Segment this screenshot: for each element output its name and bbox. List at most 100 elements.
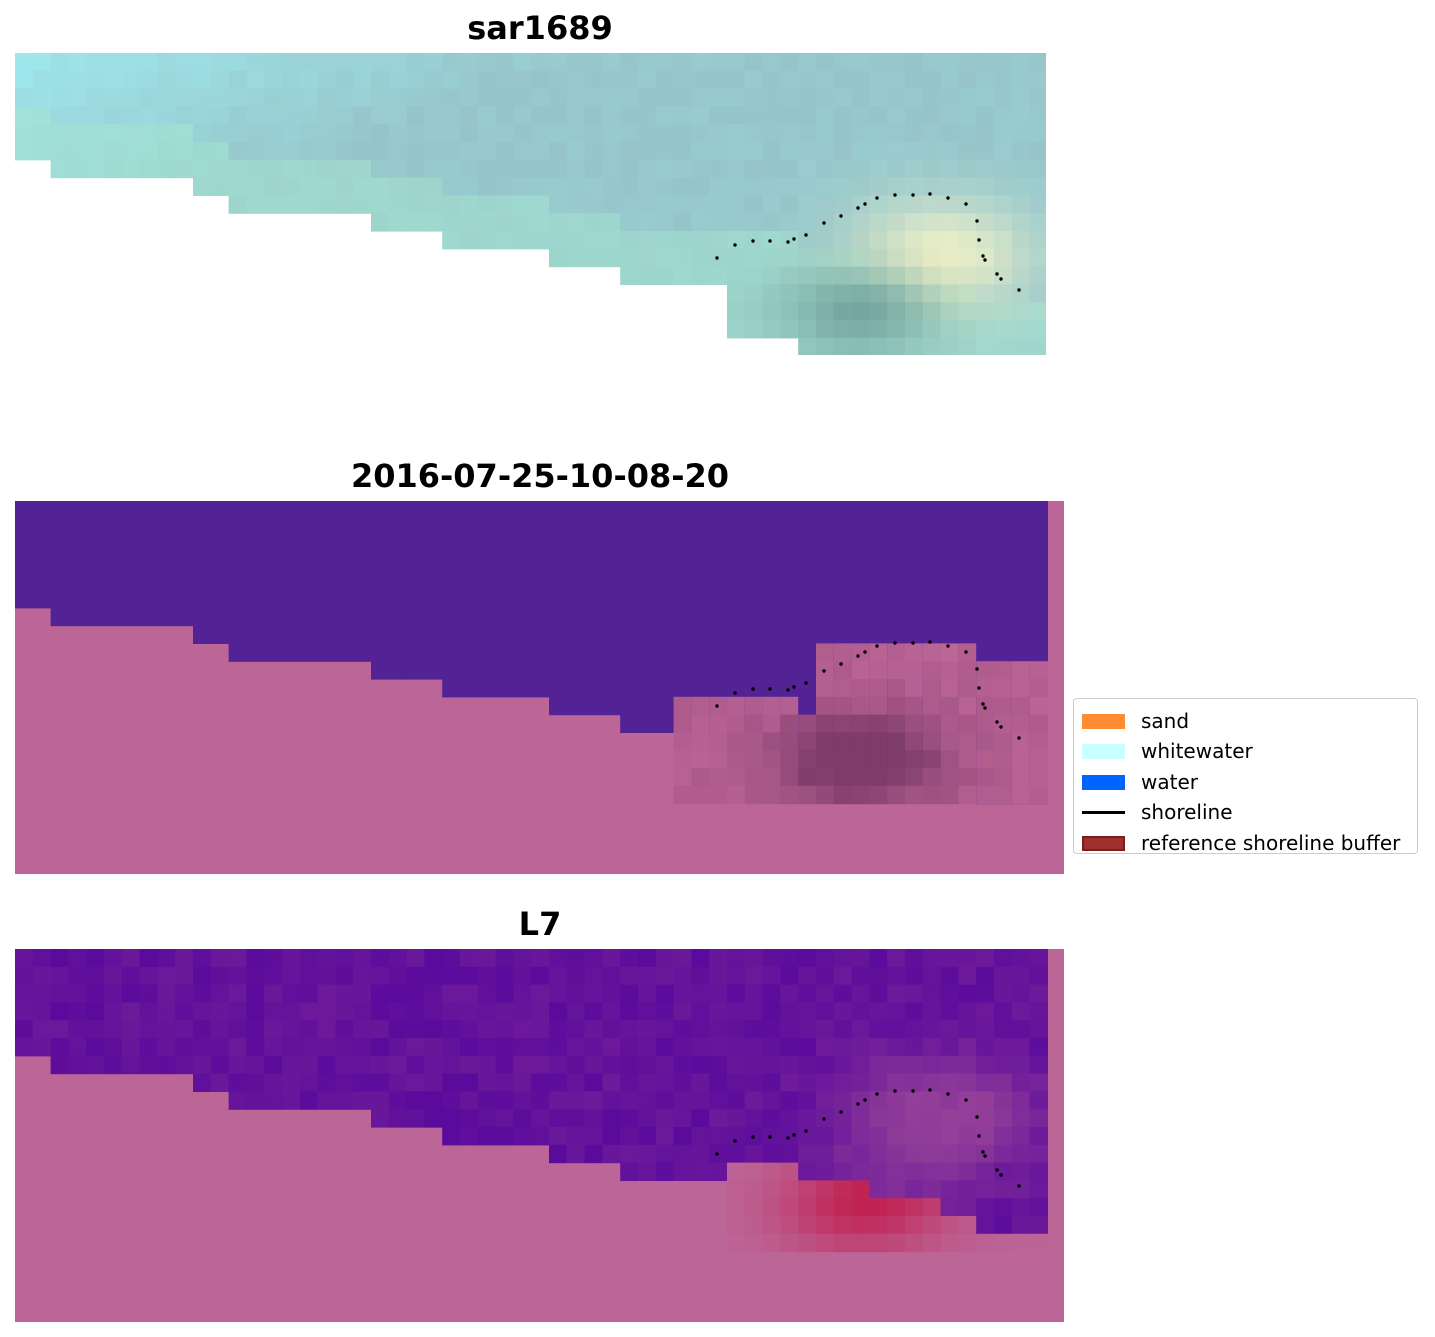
index-pixel <box>513 1038 532 1057</box>
image-pixel <box>210 124 230 143</box>
shoreline-point <box>983 1154 987 1158</box>
image-pixel <box>353 195 372 214</box>
image-pixel <box>905 88 924 107</box>
index-pixel <box>905 1180 924 1199</box>
index-pixel <box>691 1020 710 1039</box>
index-pixel <box>744 1216 764 1235</box>
image-pixel <box>851 266 870 285</box>
index-pixel <box>673 966 692 986</box>
image-pixel <box>371 88 390 107</box>
image-pixel <box>584 70 603 90</box>
sand-pixel <box>958 785 977 805</box>
image-pixel <box>175 106 194 125</box>
index-pixel <box>638 1127 657 1146</box>
index-pixel <box>104 966 123 986</box>
image-pixel <box>139 106 158 125</box>
index-pixel <box>477 949 497 968</box>
index-pixel <box>104 949 123 968</box>
image-pixel <box>976 106 995 125</box>
image-pixel <box>780 88 799 107</box>
sand-pixel <box>762 732 781 751</box>
index-pixel <box>335 966 354 986</box>
water-region <box>121 501 141 627</box>
index-pixel <box>531 984 550 1003</box>
index-pixel <box>638 949 657 968</box>
image-pixel <box>780 70 799 90</box>
image-pixel <box>86 142 105 161</box>
index-pixel <box>15 1020 34 1039</box>
sand-pixel <box>673 768 692 787</box>
image-pixel <box>780 320 799 339</box>
sand-pixel <box>958 643 977 662</box>
index-pixel <box>193 1002 212 1021</box>
image-pixel <box>727 142 746 161</box>
index-pixel <box>549 1109 568 1128</box>
index-pixel <box>691 1091 710 1110</box>
index-pixel <box>620 984 639 1003</box>
index-pixel <box>1029 1162 1048 1181</box>
index-pixel <box>762 1020 781 1039</box>
index-pixel <box>495 1073 514 1092</box>
index-pixel <box>104 1002 123 1021</box>
index-pixel <box>139 1002 158 1021</box>
legend-item-reference-buffer: reference shoreline buffer <box>1074 828 1417 858</box>
image-pixel <box>958 159 977 179</box>
image-pixel <box>887 106 906 125</box>
index-pixel <box>780 1073 799 1092</box>
image-pixel <box>869 195 888 214</box>
index-pixel <box>495 1002 514 1021</box>
water-region <box>86 501 105 627</box>
index-pixel <box>762 1144 781 1164</box>
index-pixel <box>709 1020 728 1039</box>
index-pixel <box>976 966 995 986</box>
index-pixel <box>958 1091 977 1110</box>
index-pixel <box>406 1038 425 1057</box>
image-pixel <box>460 88 479 107</box>
image-pixel <box>994 231 1013 250</box>
sand-pixel <box>744 768 764 787</box>
index-pixel <box>86 949 105 968</box>
sand-pixel <box>887 696 906 716</box>
image-pixel <box>922 248 942 268</box>
sand-pixel <box>887 732 906 751</box>
image-pixel <box>620 53 639 72</box>
index-pixel <box>460 949 479 968</box>
image-pixel <box>958 53 977 72</box>
index-pixel <box>869 1020 888 1039</box>
index-pixel <box>780 949 799 968</box>
index-pixel <box>282 966 301 986</box>
image-pixel <box>691 177 710 196</box>
index-pixel <box>388 1091 408 1110</box>
index-pixel <box>940 1162 959 1181</box>
index-pixel <box>566 966 586 986</box>
image-pixel <box>210 177 230 196</box>
index-pixel <box>353 1002 372 1021</box>
index-pixel <box>406 1002 425 1021</box>
index-pixel <box>994 1038 1013 1057</box>
index-pixel <box>887 1109 906 1128</box>
index-pixel <box>513 1073 532 1092</box>
image-pixel <box>638 142 657 161</box>
image-pixel <box>940 106 959 125</box>
image-pixel <box>940 88 959 107</box>
index-pixel <box>513 1109 532 1128</box>
index-pixel <box>139 984 158 1003</box>
image-pixel <box>887 266 906 285</box>
image-pixel <box>994 248 1013 268</box>
index-pixel <box>709 1162 728 1181</box>
index-pixel <box>86 984 105 1003</box>
image-pixel <box>905 53 924 72</box>
index-pixel <box>584 1109 603 1128</box>
index-pixel <box>744 1109 764 1128</box>
sand-pixel <box>922 679 942 698</box>
index-pixel <box>549 966 568 986</box>
index-pixel <box>406 966 425 986</box>
index-pixel <box>193 1038 212 1057</box>
index-pixel <box>620 966 639 986</box>
index-pixel <box>922 1055 942 1075</box>
image-pixel <box>335 159 354 179</box>
image-pixel <box>1029 195 1046 214</box>
index-pixel <box>851 1198 870 1217</box>
image-pixel <box>798 159 817 179</box>
shoreline-point <box>995 720 999 724</box>
